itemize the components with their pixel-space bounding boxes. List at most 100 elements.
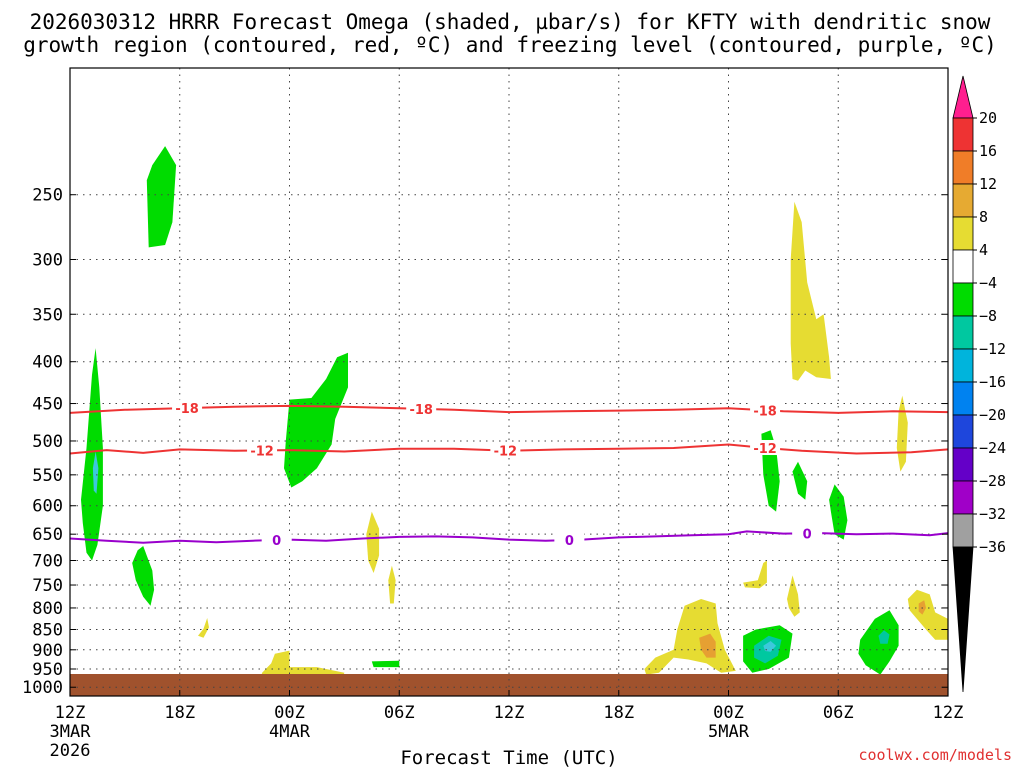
green-0800z-low <box>858 610 899 675</box>
y-tick-label-1000: 1000 <box>22 678 63 698</box>
y-tick-label-700: 700 <box>32 552 63 572</box>
yellow-right-500 <box>896 395 908 472</box>
minus-12-isotherm-label-2: -12 <box>753 442 777 457</box>
y-tick-label-650: 650 <box>32 525 63 545</box>
colorbar-band-7 <box>952 348 974 383</box>
minus-18-isotherm-label-0: -18 <box>175 402 199 417</box>
colorbar-band-5 <box>952 282 974 317</box>
minus-12-isotherm-label-bg <box>750 440 781 456</box>
colorbar-band-1 <box>952 150 974 185</box>
chart-title-line1: 2026030312 HRRR Forecast Omega (shaded, … <box>30 10 991 34</box>
x-tick-label-8: 12Z <box>933 703 964 723</box>
chart-title-line2: growth region (contoured, red, ºC) and f… <box>23 33 997 57</box>
green-lower-left <box>132 546 155 606</box>
colorbar-label-6: −8 <box>979 307 997 325</box>
colorbar-band-11 <box>952 480 974 515</box>
y-tick-label-450: 450 <box>32 395 63 415</box>
y-tick-label-900: 900 <box>32 641 63 661</box>
minus-18-isotherm-label-bg <box>406 400 437 416</box>
colorbar-label-3: 8 <box>979 208 988 226</box>
y-tick-label-600: 600 <box>32 497 63 517</box>
green-0500z <box>829 484 848 540</box>
minus-12-isotherm-label-bg <box>490 442 521 458</box>
colorbar-label-0: 20 <box>979 109 997 127</box>
yellow-right-low <box>907 589 948 640</box>
y-axis-pressure: 250 300 350 400 450 500 550 600 650 700 750 8008509… <box>22 186 948 698</box>
minus-18-isotherm-label-2: -18 <box>753 404 777 419</box>
colorbar-band-10 <box>952 447 974 482</box>
cyan-0100z-low <box>763 641 777 652</box>
freezing-level-label-2: 0 <box>803 527 812 542</box>
colorbar-band-8 <box>952 381 974 416</box>
y-tick-label-550: 550 <box>32 466 63 486</box>
freezing-level-label-1: 0 <box>565 534 574 549</box>
colorbar-band-9 <box>952 414 974 449</box>
orange-1930z-low <box>699 633 716 658</box>
y-tick-label-400: 400 <box>32 353 63 373</box>
x-tick-year-0: 2026 <box>50 741 91 761</box>
x-tick-date-0: 3MAR <box>50 722 92 742</box>
green-small-low <box>371 660 400 668</box>
minus-18-isotherm-line <box>69 404 949 414</box>
yellow-upper-0300z <box>790 201 831 381</box>
green-0300z <box>792 461 808 500</box>
colorbar-label-5: −4 <box>979 274 997 292</box>
freezing-level-label-bg <box>792 525 823 541</box>
minus-12-isotherm-label-0: -12 <box>250 444 274 459</box>
yellow-0200z-mid <box>366 511 380 573</box>
yellow-0300z-mid <box>787 575 800 617</box>
x-tick-label-3: 06Z <box>384 703 415 723</box>
colorbar-band-2 <box>952 183 974 218</box>
minus-12-isotherm-label-bg <box>247 442 278 458</box>
colorbar-band-12 <box>952 513 974 548</box>
credit-text: coolwx.com/models <box>858 746 1012 764</box>
yellow-1930z-low <box>644 599 736 675</box>
x-tick-label-0: 12Z <box>55 703 86 723</box>
y-tick-label-500: 500 <box>32 432 63 452</box>
colorbar-band-4 <box>952 249 974 284</box>
colorbar-label-12: −32 <box>979 505 1006 523</box>
colorbar-label-10: −24 <box>979 439 1006 457</box>
y-tick-label-250: 250 <box>32 186 63 206</box>
x-tick-label-4: 12Z <box>494 703 525 723</box>
colorbar-label-13: −36 <box>979 538 1006 556</box>
green-2300z <box>284 352 348 488</box>
colorbar-bottom-arrow <box>952 546 974 693</box>
colorbar-label-1: 16 <box>979 142 997 160</box>
colorbar-label-4: 4 <box>979 241 988 259</box>
orange-right-low <box>918 600 926 615</box>
y-tick-label-800: 800 <box>32 599 63 619</box>
colorbar-label-8: −16 <box>979 373 1006 391</box>
plot-area: -18 -18 -18 -12 -12 -12 0 0 0 <box>69 67 949 697</box>
freezing-level-label-bg <box>261 531 292 547</box>
omega-shaded-regions <box>81 146 948 685</box>
x-tick-label-1: 18Z <box>164 703 195 723</box>
colorbar-top-arrow <box>952 75 974 119</box>
x-tick-label-5: 18Z <box>603 703 634 723</box>
teal-0800z-low <box>878 630 890 644</box>
y-tick-label-750: 750 <box>32 576 63 596</box>
x-tick-label-6: 00Z <box>713 703 744 723</box>
x-axis-label: Forecast Time (UTC) <box>400 747 617 768</box>
y-tick-label-300: 300 <box>32 250 63 270</box>
freezing-level-label-0: 0 <box>272 534 281 549</box>
green-left-edge <box>81 348 103 561</box>
y-tick-label-350: 350 <box>32 305 63 325</box>
minus-18-isotherm-label-bg <box>172 400 203 416</box>
minus-12-isotherm-label-1: -12 <box>494 445 518 460</box>
cyan-left-core <box>92 451 99 494</box>
minus-18-isotherm-label-1: -18 <box>409 403 433 418</box>
y-tick-label-850: 850 <box>32 620 63 640</box>
freezing-level-label-bg <box>554 531 585 547</box>
green-upper-1705z <box>146 146 177 248</box>
contours: -18 -18 -18 -12 -12 -12 0 0 0 <box>69 400 949 549</box>
yellow-0430z-mid <box>388 565 396 604</box>
x-tick-label-7: 06Z <box>823 703 854 723</box>
colorbar-band-0 <box>952 117 974 152</box>
x-tick-date-6: 5MAR <box>708 722 750 742</box>
colorbar-label-9: −20 <box>979 406 1006 424</box>
yellow-0100z-mid <box>743 560 767 589</box>
colorbar-band-6 <box>952 315 974 350</box>
